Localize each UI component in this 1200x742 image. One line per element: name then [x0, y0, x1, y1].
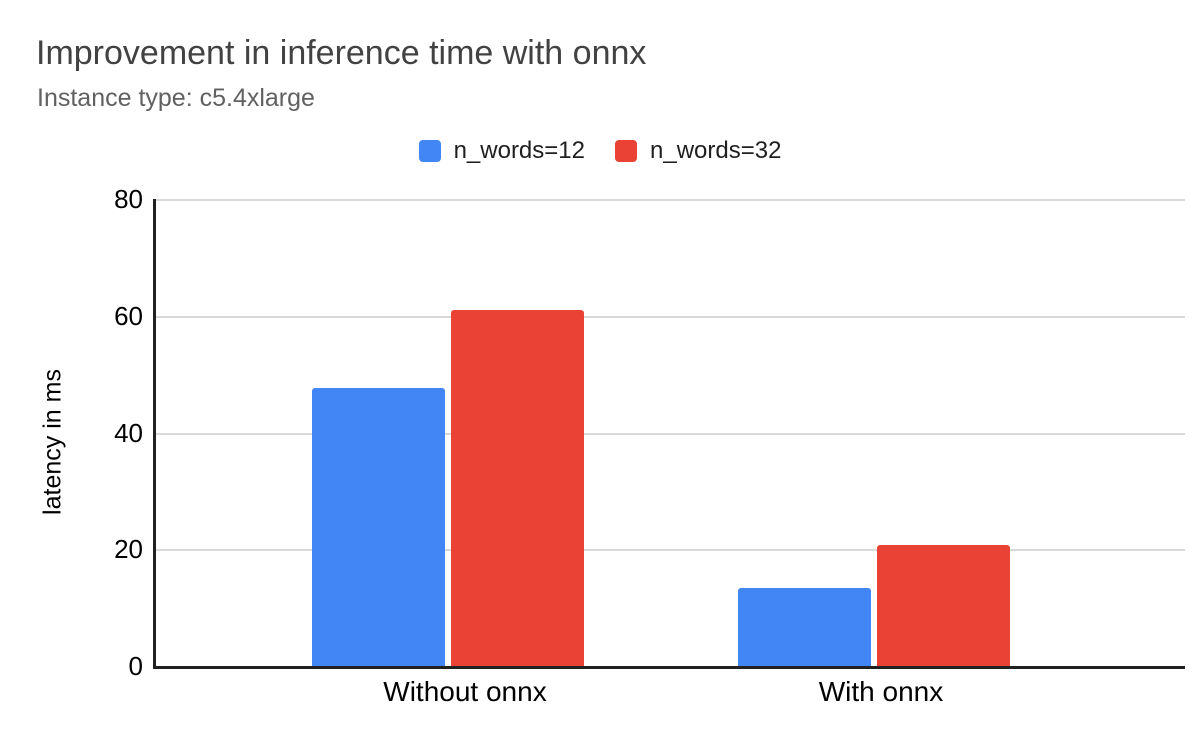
legend-swatch	[418, 140, 441, 162]
legend-swatch	[615, 140, 637, 162]
legend: n_words=12 n_words=32	[0, 136, 1200, 166]
bar	[737, 588, 871, 666]
y-tick-label: 20	[114, 534, 143, 565]
y-axis-line	[153, 199, 156, 669]
chart-title: Improvement in inference time with onnx	[36, 34, 647, 72]
plot-area	[153, 199, 1185, 669]
legend-label: n_words=32	[650, 137, 782, 164]
y-tick-label: 40	[114, 417, 143, 448]
legend-label: n_words=12	[453, 137, 585, 164]
bar	[876, 545, 1010, 666]
x-axis-line	[153, 666, 1185, 669]
y-tick-label: 80	[114, 184, 143, 214]
chart-subtitle: Instance type: c5.4xlarge	[37, 84, 315, 112]
x-axis-label: Without onnx	[383, 676, 547, 707]
gridline	[155, 199, 1185, 201]
bar	[451, 309, 584, 666]
gridline	[155, 549, 1185, 552]
legend-item: n_words=32	[615, 137, 781, 165]
gridline	[155, 315, 1185, 318]
gridline	[155, 432, 1185, 435]
y-axis-title: latency in ms	[38, 369, 67, 515]
bar	[312, 388, 445, 666]
y-tick-label: 60	[114, 300, 143, 331]
legend-item: n_words=12	[418, 137, 585, 165]
x-axis-label: With onnx	[818, 676, 944, 707]
y-tick-label: 0	[128, 651, 143, 681]
